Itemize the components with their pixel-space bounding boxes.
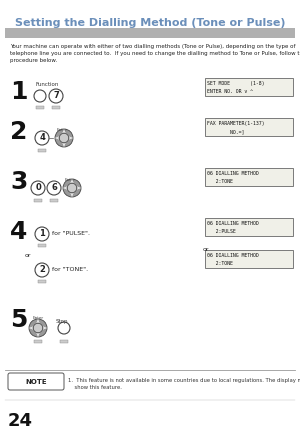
Text: NO.=]: NO.=]	[207, 129, 244, 134]
Text: NOTE: NOTE	[25, 379, 47, 385]
Text: 5: 5	[10, 308, 27, 332]
FancyBboxPatch shape	[205, 78, 293, 96]
Text: FAX PARAMETER(1-137): FAX PARAMETER(1-137)	[207, 121, 265, 126]
Text: 1: 1	[39, 230, 45, 239]
Bar	[50, 199, 58, 201]
Text: 0: 0	[35, 184, 41, 193]
Text: 6: 6	[51, 184, 57, 193]
Text: or: or	[25, 253, 32, 258]
Text: Your machine can operate with either of two dialling methods (Tone or Pulse), de: Your machine can operate with either of …	[10, 44, 300, 63]
Text: Function: Function	[35, 82, 58, 87]
Text: 2: 2	[39, 265, 45, 274]
Text: 06 DIALLING METHOD: 06 DIALLING METHOD	[207, 221, 259, 226]
Bar	[5, 28, 295, 38]
Text: Enter: Enter	[32, 316, 44, 320]
Text: 1: 1	[10, 80, 28, 104]
Text: Setting the Dialling Method (Tone or Pulse): Setting the Dialling Method (Tone or Pul…	[15, 18, 285, 28]
Bar	[52, 106, 60, 109]
Text: or: or	[203, 247, 209, 252]
Circle shape	[67, 183, 77, 193]
FancyBboxPatch shape	[205, 218, 293, 236]
Text: 06 DIALLING METHOD: 06 DIALLING METHOD	[207, 171, 259, 176]
Text: 4: 4	[39, 133, 45, 143]
Circle shape	[33, 323, 43, 333]
FancyBboxPatch shape	[205, 118, 293, 136]
FancyBboxPatch shape	[205, 168, 293, 186]
Circle shape	[47, 181, 61, 195]
Circle shape	[49, 89, 63, 103]
Circle shape	[31, 181, 45, 195]
FancyBboxPatch shape	[205, 250, 293, 268]
Circle shape	[58, 322, 70, 334]
Text: 1.  This feature is not available in some countries due to local regulations. Th: 1. This feature is not available in some…	[68, 378, 300, 390]
Text: ENTER NO. OR v ^: ENTER NO. OR v ^	[207, 89, 253, 94]
Text: 4: 4	[10, 220, 27, 244]
Text: Stop: Stop	[56, 319, 68, 324]
Circle shape	[34, 90, 46, 102]
Bar	[34, 199, 42, 201]
Text: 24: 24	[8, 412, 33, 426]
Circle shape	[35, 227, 49, 241]
Text: SET MODE       (1-8): SET MODE (1-8)	[207, 81, 265, 86]
Bar	[38, 149, 46, 152]
Bar	[38, 279, 46, 282]
Text: 2:TONE: 2:TONE	[207, 261, 233, 266]
Text: Enter: Enter	[56, 128, 68, 132]
Bar	[34, 340, 42, 343]
Text: Enter: Enter	[64, 178, 76, 182]
Circle shape	[55, 129, 73, 147]
Text: 06 DIALLING METHOD: 06 DIALLING METHOD	[207, 253, 259, 258]
Text: 2:TONE: 2:TONE	[207, 179, 233, 184]
FancyBboxPatch shape	[8, 373, 64, 390]
Text: 2:PULSE: 2:PULSE	[207, 229, 236, 234]
Circle shape	[63, 179, 81, 197]
Text: 3: 3	[10, 170, 27, 194]
Circle shape	[59, 133, 69, 143]
Circle shape	[35, 131, 49, 145]
Circle shape	[29, 319, 47, 337]
Circle shape	[35, 263, 49, 277]
Text: 7: 7	[53, 92, 59, 101]
Text: 2: 2	[10, 120, 27, 144]
Text: for "TONE".: for "TONE".	[52, 267, 88, 272]
Bar	[38, 244, 46, 247]
Bar	[36, 106, 44, 109]
Bar	[60, 340, 68, 343]
Text: for "PULSE".: for "PULSE".	[52, 231, 90, 236]
